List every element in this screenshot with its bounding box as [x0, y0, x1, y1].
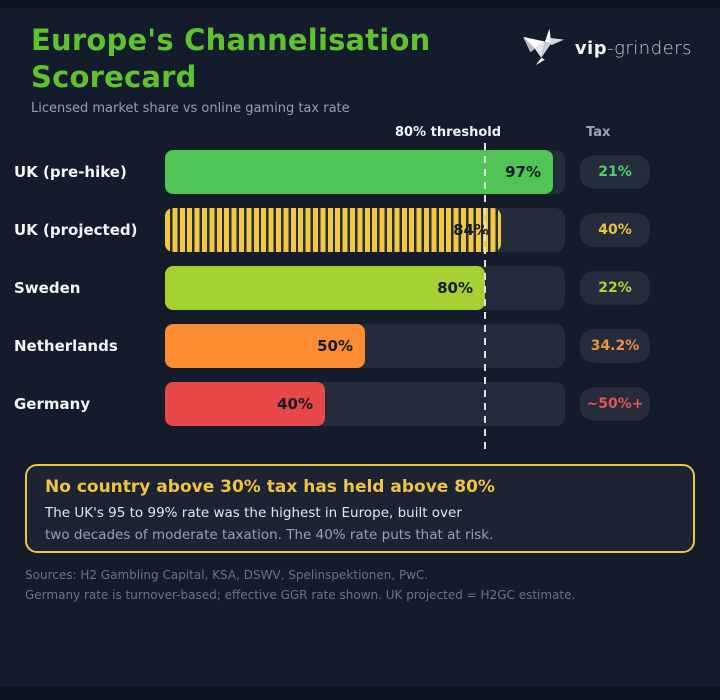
tax-badge: 21%: [580, 155, 650, 189]
country-label: UK (projected): [14, 221, 138, 239]
brand-logo: vip-grinders: [521, 26, 692, 70]
tax-badge: 40%: [580, 213, 650, 247]
tax-badge: ~50%+: [580, 387, 650, 421]
bar-fill: 50%: [165, 324, 365, 368]
callout-title: No country above 30% tax has held above …: [45, 477, 495, 497]
brand-wordmark-vip: vip: [574, 37, 608, 59]
chart-row: Sweden 80% 22%: [0, 266, 720, 310]
tax-badge: 22%: [580, 271, 650, 305]
brand-wordmark: vip-grinders: [575, 38, 692, 59]
callout-body-line2: two decades of moderate taxation. The 40…: [45, 527, 494, 543]
bar-track: 50%: [165, 324, 565, 368]
bar-value-label: 40%: [277, 395, 313, 413]
bar-track: 97%: [165, 150, 565, 194]
country-label: Sweden: [14, 279, 81, 297]
bar-fill: 40%: [165, 382, 325, 426]
bar-value-label: 80%: [437, 279, 473, 297]
bar-value-label: 50%: [317, 337, 353, 355]
chart-row: UK (projected) 84% 40%: [0, 208, 720, 252]
sources-line: Sources: H2 Gambling Capital, KSA, DSWV,…: [25, 568, 429, 582]
page-subtitle: Licensed market share vs online gaming t…: [31, 101, 350, 116]
callout-body-line1: The UK's 95 to 99% rate was the highest …: [45, 505, 462, 521]
page-title-line1: Europe's Channelisation: [31, 23, 431, 57]
chart-rows: UK (pre-hike) 97% 21% UK (projected) 84%…: [0, 150, 720, 426]
brand-wordmark-grinders: -grinders: [607, 37, 692, 59]
bar-fill: 97%: [165, 150, 553, 194]
bar-track: 80%: [165, 266, 565, 310]
bar-track: 40%: [165, 382, 565, 426]
bar-fill: 80%: [165, 266, 485, 310]
chart-row: UK (pre-hike) 97% 21%: [0, 150, 720, 194]
threshold-column-header: 80% threshold: [395, 125, 502, 140]
callout-box: No country above 30% tax has held above …: [25, 464, 695, 553]
page-title: Europe's Channelisation Scorecard: [31, 22, 430, 96]
threshold-dashed-line: [484, 143, 486, 451]
tax-badge: 34.2%: [580, 329, 650, 363]
top-border-band: [0, 0, 720, 8]
tax-column-header: Tax: [586, 125, 611, 140]
bar-value-label: 84%: [453, 221, 489, 239]
chart-row: Netherlands 50% 34.2%: [0, 324, 720, 368]
country-label: Netherlands: [14, 337, 118, 355]
page-title-line2: Scorecard: [31, 60, 197, 94]
bottom-border-band: [0, 687, 720, 700]
bar-value-label: 97%: [505, 163, 541, 181]
chart-row: Germany 40% ~50%+: [0, 382, 720, 426]
hummingbird-icon: [521, 26, 567, 70]
bar-fill: 84%: [165, 208, 501, 252]
bar-track: 84%: [165, 208, 565, 252]
country-label: UK (pre-hike): [14, 163, 127, 181]
country-label: Germany: [14, 395, 91, 413]
methodology-line: Germany rate is turnover-based; effectiv…: [25, 588, 576, 602]
